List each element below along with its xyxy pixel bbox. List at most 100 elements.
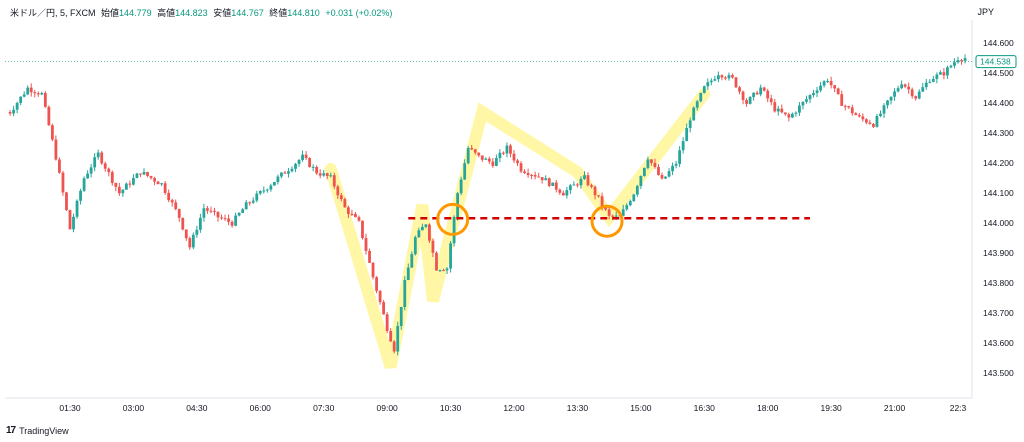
candle-body	[632, 194, 636, 202]
candle-body	[935, 74, 939, 79]
candle-body	[40, 92, 44, 95]
candle-body	[625, 205, 629, 210]
candle-body	[963, 58, 967, 61]
candle-body	[808, 95, 812, 100]
candle-body	[385, 314, 389, 331]
candle-body	[773, 102, 777, 112]
time-tick: 10:30	[440, 403, 462, 413]
candle-body	[893, 91, 896, 97]
candle-body	[938, 72, 942, 75]
candle-body	[420, 226, 424, 231]
price-tick: 143.700	[983, 308, 1014, 318]
candle-body	[191, 234, 195, 248]
time-axis[interactable]: 01:30 03:00 04:30 06:00 07:30 09:00 10:30 12:00…	[59, 403, 966, 413]
candle-body	[650, 159, 653, 163]
time-tick: 13:30	[567, 403, 589, 413]
candle-body	[294, 163, 297, 169]
candle-body	[223, 218, 227, 220]
time-tick: 03:00	[123, 403, 145, 413]
low-label: 安値	[213, 8, 232, 18]
candle-body	[107, 168, 111, 173]
marked-point-circle[interactable]	[590, 204, 624, 238]
candle-body	[716, 75, 720, 80]
candle-body	[399, 306, 403, 326]
candle-body	[459, 179, 463, 194]
candle-body	[477, 152, 481, 156]
candle-body	[491, 161, 495, 166]
candle-body	[614, 215, 618, 217]
close-value: 144.810	[287, 8, 320, 18]
candle-body	[322, 173, 326, 176]
candle-body	[15, 102, 19, 110]
candle-body	[653, 162, 657, 167]
candle-body	[89, 167, 93, 174]
candle-body	[921, 87, 925, 92]
candle-body	[509, 145, 512, 154]
candle-body	[431, 240, 435, 253]
candle-body	[68, 210, 72, 230]
candle-layer	[8, 54, 967, 356]
candle-body	[449, 243, 452, 269]
candle-body	[19, 96, 23, 103]
candle-body	[692, 107, 696, 121]
candle-body	[776, 108, 780, 112]
price-axis[interactable]: 144.600 144.500 144.400 144.300 144.200 144.1…	[975, 38, 1017, 378]
candle-body	[720, 75, 724, 78]
last-price-tag	[975, 55, 1017, 69]
price-tick: 144.500	[983, 68, 1014, 78]
grid-layer	[5, 20, 973, 399]
candle-body	[914, 96, 918, 99]
candle-body	[65, 192, 68, 211]
candle-body	[706, 82, 710, 87]
candle-body	[597, 195, 600, 197]
candle-body	[272, 182, 276, 186]
marked-point-circle[interactable]	[436, 202, 470, 236]
candle-body	[413, 237, 417, 255]
candle-body	[262, 190, 266, 192]
tradingview-brand[interactable]: 17 TradingView	[6, 425, 69, 436]
candle-body	[547, 178, 551, 186]
candle-body	[660, 174, 664, 179]
candle-body	[188, 238, 192, 248]
candle-body	[304, 154, 308, 159]
candle-body	[58, 159, 61, 173]
candle-body	[33, 92, 37, 94]
price-tick: 143.900	[983, 248, 1014, 258]
candle-body	[184, 229, 188, 239]
candle-body	[396, 325, 400, 352]
candle-body	[953, 62, 956, 66]
candle-body	[664, 176, 667, 179]
candle-body	[82, 178, 86, 191]
candle-body	[702, 86, 706, 93]
candle-body	[498, 152, 502, 159]
candle-body	[50, 125, 54, 140]
time-tick: 15:00	[630, 403, 652, 413]
candle-body	[924, 82, 928, 88]
candle-body	[146, 172, 149, 177]
candle-body	[463, 163, 467, 180]
candle-body	[875, 115, 879, 127]
candle-body	[755, 92, 759, 95]
candle-body	[724, 77, 727, 79]
candle-body	[195, 229, 199, 235]
last-price-label: 144.538	[980, 57, 1011, 67]
candle-body	[502, 152, 505, 154]
chart-header: 米ドル／円, 5, FXCM 始値144.779 高値144.823 安値144…	[10, 6, 392, 19]
candle-body	[928, 81, 932, 83]
candle-body	[403, 280, 407, 307]
candle-body	[255, 193, 259, 201]
time-tick: 01:30	[59, 403, 81, 413]
candle-body	[762, 87, 766, 91]
candle-body	[815, 90, 819, 93]
price-tick: 144.600	[983, 38, 1014, 48]
time-tick: 22:3	[950, 403, 967, 413]
candle-body	[114, 182, 118, 187]
candle-body	[872, 123, 875, 127]
symbol-label[interactable]: 米ドル／円, 5, FXCM	[10, 8, 96, 18]
candle-body	[812, 92, 815, 96]
candle-body	[576, 184, 579, 186]
candle-body	[886, 100, 889, 106]
candle-body	[244, 202, 248, 210]
candle-body	[526, 172, 530, 175]
